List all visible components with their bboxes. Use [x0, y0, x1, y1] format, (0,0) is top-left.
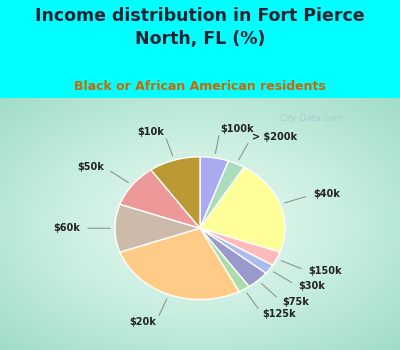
Text: $30k: $30k	[298, 281, 325, 291]
Text: $10k: $10k	[137, 127, 164, 137]
Wedge shape	[200, 161, 244, 228]
Text: > $200k: > $200k	[252, 132, 297, 142]
Wedge shape	[200, 228, 280, 265]
Wedge shape	[200, 228, 266, 287]
Wedge shape	[120, 170, 200, 228]
Text: Income distribution in Fort Pierce
North, FL (%): Income distribution in Fort Pierce North…	[35, 7, 365, 48]
Wedge shape	[200, 167, 285, 252]
Text: Black or African American residents: Black or African American residents	[74, 80, 326, 93]
Wedge shape	[151, 157, 200, 228]
Text: City-Data.com: City-Data.com	[280, 114, 344, 122]
Text: $75k: $75k	[282, 297, 309, 307]
Wedge shape	[115, 204, 200, 252]
Text: $125k: $125k	[262, 309, 296, 319]
Text: $150k: $150k	[308, 266, 342, 277]
Wedge shape	[200, 228, 273, 273]
Text: $50k: $50k	[78, 162, 104, 172]
Wedge shape	[200, 157, 228, 228]
Text: $60k: $60k	[53, 223, 80, 233]
Wedge shape	[120, 228, 239, 300]
Text: $100k: $100k	[220, 124, 254, 134]
Text: $20k: $20k	[129, 317, 156, 327]
Text: $40k: $40k	[313, 189, 340, 200]
Wedge shape	[200, 228, 249, 292]
